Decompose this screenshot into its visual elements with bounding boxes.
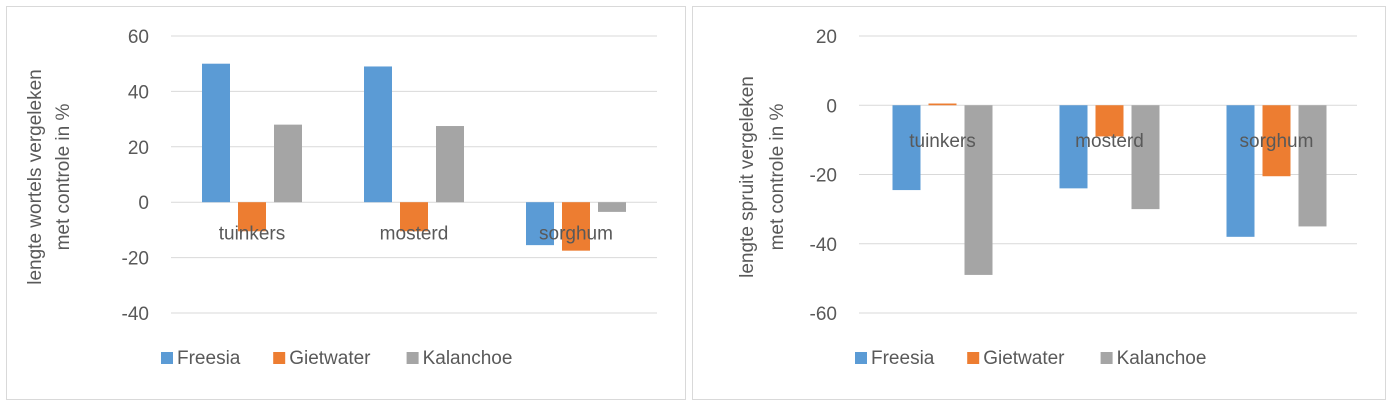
- bar-freesia-tuinkers: [202, 63, 230, 203]
- y-tick-label: 20: [816, 27, 837, 48]
- bar-freesia-sorghum: [1226, 105, 1255, 237]
- bar-gietwater-mosterd: [400, 202, 428, 232]
- y-tick-label: -20: [122, 249, 149, 270]
- legend-swatch-kalanchoe: [1100, 352, 1113, 364]
- y-axis-label: lengte spruit vergeleken: [737, 76, 758, 278]
- y-axis-label: lengte wortels vergeleken: [25, 69, 46, 284]
- legend-swatch-kalanchoe: [406, 352, 419, 364]
- bar-kalanchoe-sorghum: [1298, 105, 1327, 227]
- bar-kalanchoe-mosterd: [436, 126, 464, 203]
- y-tick-label: 0: [826, 96, 837, 117]
- bar-freesia-sorghum: [526, 202, 554, 246]
- legend-swatch-freesia: [855, 352, 867, 364]
- bar-kalanchoe-sorghum: [598, 202, 626, 212]
- y-axis-label: met controle in %: [53, 104, 74, 251]
- legend-swatch-gietwater: [273, 352, 286, 364]
- legend-label: Kalanchoe: [423, 348, 513, 369]
- category-label: mosterd: [380, 224, 449, 245]
- legend-label: Freesia: [177, 348, 241, 369]
- y-tick-label: 0: [138, 193, 149, 214]
- chart-panel-shoots: 20 0 -20 -40 -60 tuinkers mosterd sorghum lengte…: [692, 6, 1386, 400]
- category-label: sorghum: [1240, 131, 1314, 152]
- y-tick-label: 20: [128, 138, 149, 159]
- y-tick-label: 60: [128, 27, 149, 48]
- legend-label: Kalanchoe: [1117, 348, 1207, 369]
- bar-gietwater-mosterd: [1095, 105, 1124, 137]
- chart-shoots: 20 0 -20 -40 -60 tuinkers mosterd sorghum lengte…: [737, 27, 1357, 369]
- legend-swatch-freesia: [161, 352, 173, 364]
- bar-freesia-mosterd: [1059, 105, 1088, 189]
- category-label: tuinkers: [909, 131, 976, 152]
- bar-gietwater-sorghum: [1262, 105, 1291, 177]
- y-tick-label: -40: [810, 235, 837, 256]
- bar-kalanchoe-tuinkers: [964, 105, 993, 275]
- bar-kalanchoe-tuinkers: [274, 124, 302, 203]
- legend-label: Gietwater: [983, 348, 1065, 369]
- chart-panel-roots: 60 40 20 0 -20 -40 tuinkers mosterd sorghum lengt…: [6, 6, 686, 400]
- y-tick-label: 40: [128, 82, 149, 103]
- y-tick-label: -60: [810, 304, 837, 325]
- chart-roots: 60 40 20 0 -20 -40 tuinkers mosterd sorghum lengt…: [25, 27, 657, 369]
- category-label: mosterd: [1075, 131, 1144, 152]
- bar-gietwater-tuinkers: [928, 103, 957, 106]
- legend-swatch-gietwater: [967, 352, 980, 364]
- legend-label: Gietwater: [289, 348, 371, 369]
- category-label: tuinkers: [219, 224, 286, 245]
- bar-freesia-mosterd: [364, 66, 392, 203]
- y-tick-label: -20: [810, 166, 837, 187]
- y-axis-label: met controle in %: [767, 104, 788, 251]
- bar-gietwater-sorghum: [562, 202, 590, 251]
- bar-gietwater-tuinkers: [238, 202, 266, 232]
- bar-kalanchoe-mosterd: [1131, 105, 1160, 210]
- bar-freesia-tuinkers: [892, 105, 921, 191]
- legend-label: Freesia: [871, 348, 935, 369]
- category-label: sorghum: [539, 224, 613, 245]
- y-tick-label: -40: [122, 304, 149, 325]
